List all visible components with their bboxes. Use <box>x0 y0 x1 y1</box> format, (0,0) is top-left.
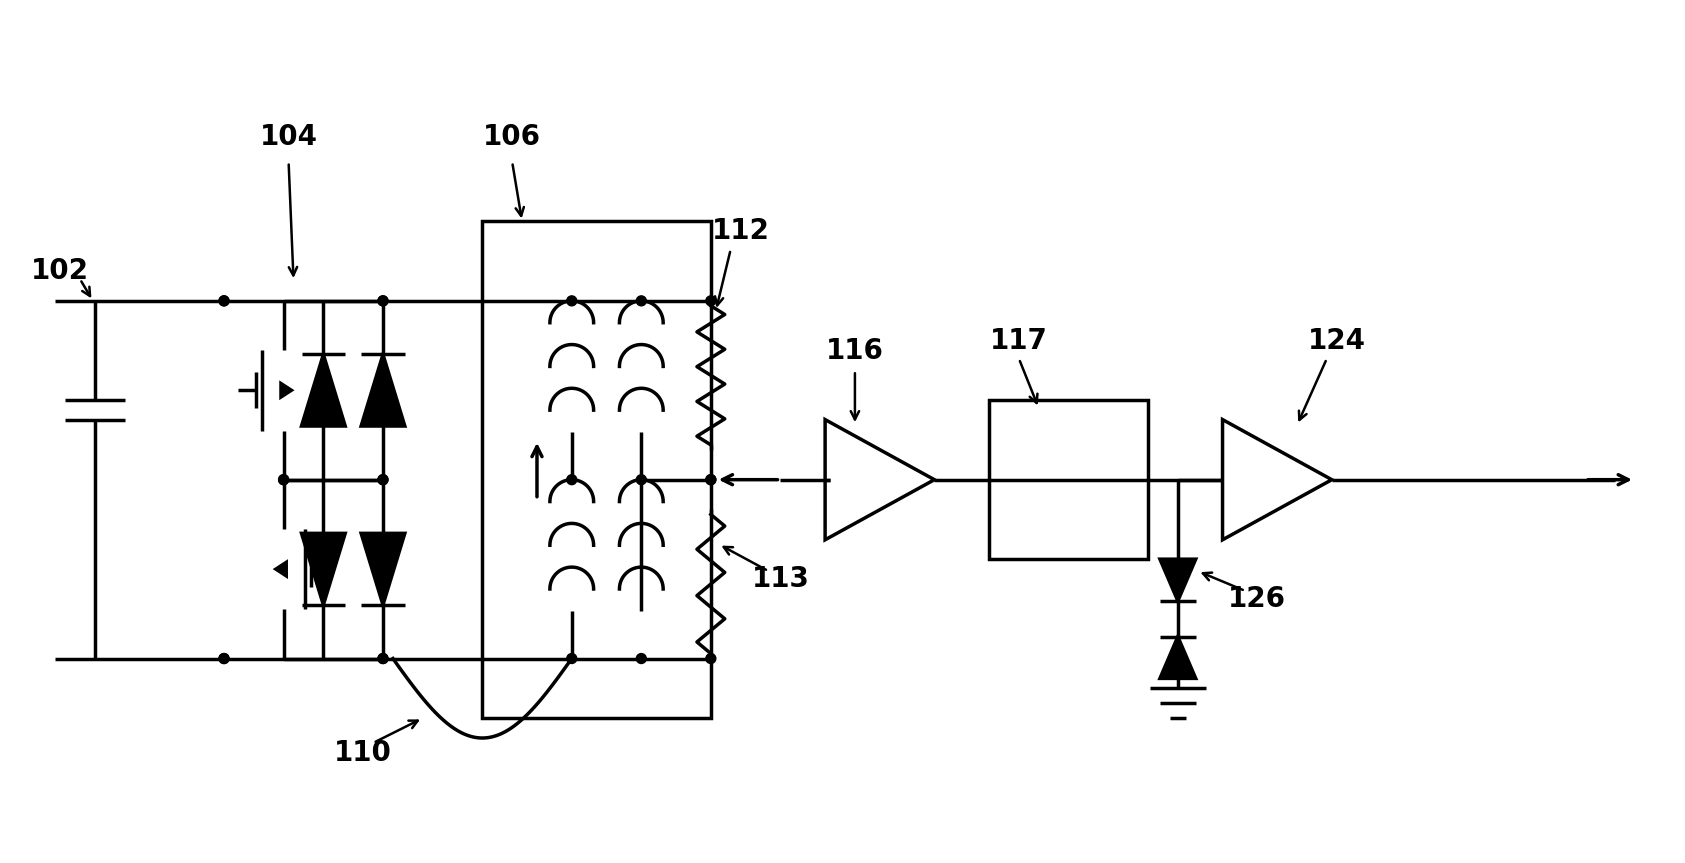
Circle shape <box>637 296 647 306</box>
Circle shape <box>566 296 576 306</box>
Polygon shape <box>826 419 935 539</box>
Circle shape <box>566 475 576 485</box>
Circle shape <box>377 296 388 306</box>
Text: 117: 117 <box>989 326 1048 355</box>
Text: 106: 106 <box>484 123 541 151</box>
Circle shape <box>278 475 288 485</box>
Circle shape <box>219 653 229 664</box>
Bar <box>482 222 711 718</box>
Polygon shape <box>1159 559 1196 601</box>
Circle shape <box>637 475 647 485</box>
Circle shape <box>377 475 388 485</box>
Circle shape <box>377 653 388 664</box>
Circle shape <box>219 653 229 664</box>
Text: 116: 116 <box>826 337 885 364</box>
Polygon shape <box>302 533 345 605</box>
Circle shape <box>219 296 229 306</box>
Circle shape <box>637 653 647 664</box>
Circle shape <box>566 653 576 664</box>
Polygon shape <box>302 355 345 426</box>
Circle shape <box>706 296 716 306</box>
Circle shape <box>377 475 388 485</box>
Polygon shape <box>361 533 404 605</box>
Circle shape <box>278 475 288 485</box>
Text: 110: 110 <box>334 739 393 767</box>
Circle shape <box>706 653 716 664</box>
Polygon shape <box>1159 637 1196 678</box>
Text: 112: 112 <box>711 217 770 245</box>
Circle shape <box>377 653 388 664</box>
Circle shape <box>706 475 716 485</box>
Text: 113: 113 <box>752 565 809 593</box>
Text: 126: 126 <box>1228 585 1286 613</box>
Polygon shape <box>1223 419 1331 539</box>
Text: 102: 102 <box>30 257 89 285</box>
Polygon shape <box>273 559 288 579</box>
Circle shape <box>219 296 229 306</box>
Polygon shape <box>280 381 295 400</box>
Bar <box>989 400 1147 559</box>
Text: 124: 124 <box>1308 326 1367 355</box>
Circle shape <box>377 296 388 306</box>
Circle shape <box>706 475 716 485</box>
Polygon shape <box>361 355 404 426</box>
Text: 104: 104 <box>259 123 317 151</box>
